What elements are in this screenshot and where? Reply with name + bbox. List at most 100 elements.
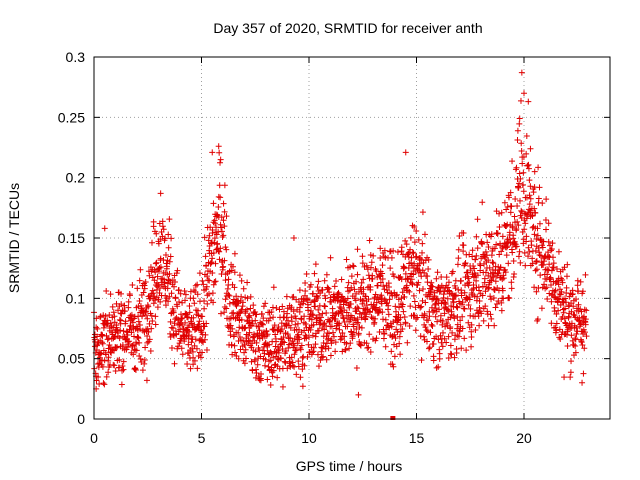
data-point: [517, 197, 524, 204]
data-point: [520, 154, 527, 161]
data-point: [344, 323, 351, 330]
data-point: [119, 363, 126, 370]
data-point: [101, 225, 108, 232]
data-point: [534, 316, 541, 323]
data-point: [265, 363, 272, 370]
data-point: [282, 359, 289, 366]
data-point: [464, 269, 471, 276]
data-point: [167, 318, 174, 325]
data-point: [349, 333, 356, 340]
data-point: [490, 286, 497, 293]
data-point: [354, 271, 361, 278]
data-point: [413, 228, 420, 235]
data-point: [215, 204, 222, 211]
data-point: [454, 261, 461, 268]
data-point: [209, 255, 216, 262]
data-point: [557, 291, 564, 298]
data-point: [275, 323, 282, 330]
data-point: [339, 330, 346, 337]
data-point: [428, 279, 435, 286]
data-point: [232, 349, 239, 356]
data-point: [152, 313, 159, 320]
data-point: [101, 381, 108, 388]
data-point: [113, 326, 120, 333]
data-point: [249, 320, 256, 327]
data-point: [223, 305, 230, 312]
data-point: [527, 195, 534, 202]
data-point: [108, 346, 115, 353]
data-point: [288, 314, 295, 321]
data-point: [212, 278, 219, 285]
data-point: [445, 307, 452, 314]
data-point: [482, 248, 489, 255]
data-point: [424, 273, 431, 280]
data-point: [278, 320, 285, 327]
data-point: [387, 320, 394, 327]
data-point: [221, 309, 228, 316]
data-point: [439, 329, 446, 336]
data-point: [494, 230, 501, 237]
data-point: [366, 308, 373, 315]
data-point: [526, 248, 533, 255]
data-point: [135, 335, 142, 342]
data-point: [299, 383, 306, 390]
data-point: [468, 334, 475, 341]
data-point: [220, 263, 227, 270]
data-point: [116, 335, 123, 342]
data-point: [393, 326, 400, 333]
data-point: [349, 262, 356, 269]
data-point: [516, 115, 523, 122]
data-point: [315, 327, 322, 334]
data-point: [353, 365, 360, 372]
data-point: [402, 237, 409, 244]
data-point: [272, 331, 279, 338]
data-point: [386, 248, 393, 255]
data-point: [170, 325, 177, 332]
data-point: [167, 330, 174, 337]
data-point: [154, 304, 161, 311]
data-point: [555, 295, 562, 302]
data-point: [535, 195, 542, 202]
data-point: [240, 285, 247, 292]
data-point: [153, 259, 160, 266]
data-point: [579, 288, 586, 295]
data-point: [509, 223, 516, 230]
data-point: [521, 90, 527, 97]
data-point: [518, 207, 525, 214]
data-point: [373, 304, 380, 311]
data-point: [357, 342, 364, 349]
data-point: [559, 277, 566, 284]
data-point: [201, 234, 208, 241]
data-point: [375, 309, 382, 316]
data-point: [451, 315, 458, 322]
data-point: [129, 319, 136, 326]
data-point: [270, 326, 277, 333]
data-point: [548, 245, 555, 252]
data-point: [218, 214, 225, 221]
y-tick-label: 0.25: [58, 109, 85, 125]
data-point: [253, 311, 260, 318]
data-point: [513, 225, 520, 232]
data-point: [527, 145, 534, 152]
data-point: [144, 333, 151, 340]
data-point: [139, 367, 146, 374]
data-point: [429, 283, 436, 290]
data-point: [98, 357, 105, 364]
data-point: [245, 337, 252, 344]
data-point: [556, 326, 563, 333]
data-point: [181, 288, 188, 295]
data-point: [136, 339, 143, 346]
data-point: [323, 310, 330, 317]
data-point: [516, 120, 523, 127]
data-point: [510, 257, 517, 264]
data-point: [444, 284, 451, 291]
data-point: [399, 289, 406, 296]
data-point: [341, 333, 348, 340]
data-point: [252, 317, 259, 324]
data-point: [228, 341, 235, 348]
data-point: [117, 317, 124, 324]
data-point: [465, 301, 472, 308]
data-point: [258, 310, 265, 317]
data-point: [112, 367, 119, 374]
data-point: [348, 284, 355, 291]
